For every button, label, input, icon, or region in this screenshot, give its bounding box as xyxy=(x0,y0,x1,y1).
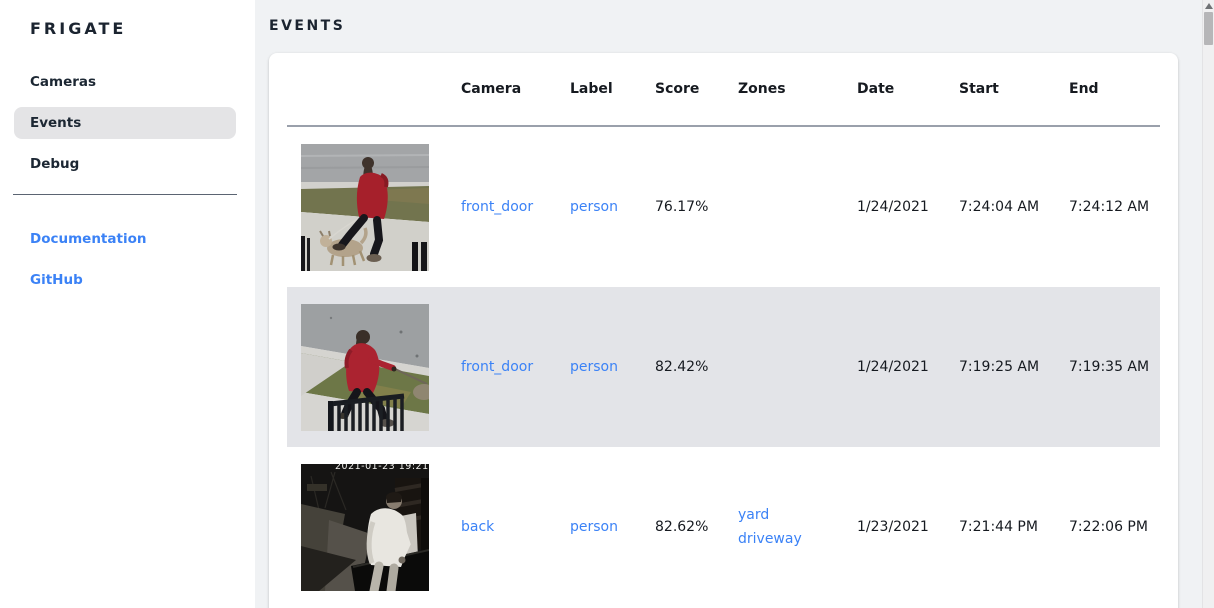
column-header-label: Label xyxy=(570,81,613,97)
event-date: 1/23/2021 xyxy=(857,519,929,535)
events-table-header: Camera Label Score Zones Date Start End xyxy=(287,53,1160,127)
main-content: EVENTS Camera Label Score Zones Date Sta… xyxy=(255,0,1214,608)
sidebar-external-links: Documentation GitHub xyxy=(0,223,255,296)
page-title: EVENTS xyxy=(269,18,346,34)
event-thumbnail-cell xyxy=(287,143,447,271)
app-logo[interactable]: FRIGATE xyxy=(30,19,127,38)
scroll-up-arrow-icon[interactable] xyxy=(1204,3,1213,9)
sidebar-item-debug[interactable]: Debug xyxy=(30,156,80,172)
event-label-link[interactable]: person xyxy=(570,199,618,215)
event-camera-link[interactable]: front_door xyxy=(461,359,534,375)
vertical-scrollbar[interactable] xyxy=(1202,0,1214,608)
event-score: 76.17% xyxy=(655,199,709,215)
event-end-time: 7:22:06 PM xyxy=(1069,519,1148,535)
event-start-time: 7:24:04 AM xyxy=(959,199,1040,215)
column-header-score: Score xyxy=(655,81,700,97)
column-header-zones: Zones xyxy=(738,80,786,97)
event-zone-link[interactable]: yard xyxy=(738,506,770,523)
event-thumbnail-cell xyxy=(287,303,447,431)
scrollbar-thumb[interactable] xyxy=(1204,12,1213,45)
event-score: 82.62% xyxy=(655,519,709,535)
sidebar-nav: Cameras Events Debug xyxy=(0,66,255,180)
event-zones: yard driveway xyxy=(724,503,843,551)
sidebar-divider xyxy=(13,194,237,195)
sidebar-item-cameras[interactable]: Cameras xyxy=(30,74,97,90)
sidebar: FRIGATE Cameras Events Debug Documentati… xyxy=(0,0,255,608)
sidebar-item-events[interactable]: Events xyxy=(14,107,236,139)
event-start-time: 7:19:25 AM xyxy=(959,359,1040,375)
event-thumbnail[interactable]: 2021-01-23 19:21:44 xyxy=(301,463,429,591)
event-thumbnail[interactable] xyxy=(301,143,429,271)
event-row[interactable]: front_door person 76.17% 1/24/2021 7:24:… xyxy=(287,127,1160,287)
event-date: 1/24/2021 xyxy=(857,359,929,375)
event-thumbnail[interactable] xyxy=(301,303,429,431)
column-header-start: Start xyxy=(959,81,999,97)
column-header-camera: Camera xyxy=(461,81,522,97)
event-label-link[interactable]: person xyxy=(570,359,618,375)
event-row[interactable]: front_door person 82.42% 1/24/2021 7:19:… xyxy=(287,287,1160,447)
event-end-time: 7:19:35 AM xyxy=(1069,359,1150,375)
event-label-link[interactable]: person xyxy=(570,519,618,535)
event-end-time: 7:24:12 AM xyxy=(1069,199,1150,215)
sidebar-link-github[interactable]: GitHub xyxy=(30,272,83,288)
event-start-time: 7:21:44 PM xyxy=(959,519,1038,535)
column-header-date: Date xyxy=(857,81,895,97)
event-score: 82.42% xyxy=(655,359,709,375)
events-card: Camera Label Score Zones Date Start End xyxy=(269,53,1178,608)
event-zone-link[interactable]: driveway xyxy=(738,531,802,547)
sidebar-link-documentation[interactable]: Documentation xyxy=(30,231,147,247)
column-header-end: End xyxy=(1069,81,1099,97)
event-date: 1/24/2021 xyxy=(857,199,929,215)
event-camera-link[interactable]: front_door xyxy=(461,199,534,215)
event-thumbnail-cell: 2021-01-23 19:21:44 xyxy=(287,463,447,591)
event-camera-link[interactable]: back xyxy=(461,519,495,535)
thumbnail-timestamp-overlay: 2021-01-23 19:21:44 xyxy=(335,464,429,472)
event-row[interactable]: 2021-01-23 19:21:44 back person 82.62% y… xyxy=(287,447,1160,607)
